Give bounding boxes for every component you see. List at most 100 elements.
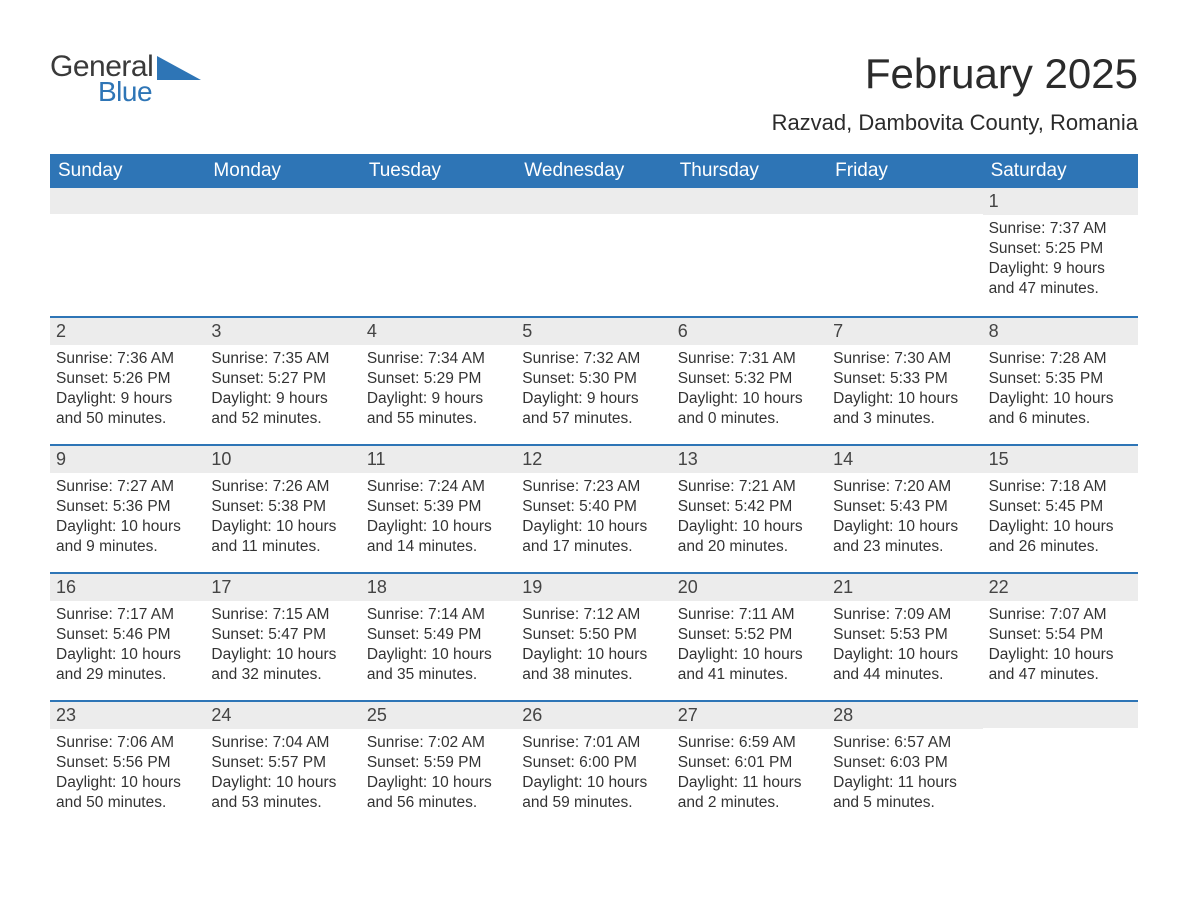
sunset-text: Sunset: 5:42 PM — [678, 497, 821, 517]
day-number: 9 — [50, 446, 205, 473]
sunrise-text: Sunrise: 7:34 AM — [367, 349, 510, 369]
daylight-text: Daylight: 10 hours and 32 minutes. — [211, 645, 354, 685]
sunrise-text: Sunrise: 7:20 AM — [833, 477, 976, 497]
day-number: 20 — [672, 574, 827, 601]
day-cell: 4Sunrise: 7:34 AMSunset: 5:29 PMDaylight… — [361, 318, 516, 444]
sunset-text: Sunset: 5:57 PM — [211, 753, 354, 773]
daylight-text: Daylight: 10 hours and 17 minutes. — [522, 517, 665, 557]
day-info: Sunrise: 7:36 AMSunset: 5:26 PMDaylight:… — [56, 349, 199, 430]
sunset-text: Sunset: 5:30 PM — [522, 369, 665, 389]
day-cell: 17Sunrise: 7:15 AMSunset: 5:47 PMDayligh… — [205, 574, 360, 700]
sunrise-text: Sunrise: 6:59 AM — [678, 733, 821, 753]
day-cell: 27 Sunrise: 6:59 AMSunset: 6:01 PMDayligh… — [672, 702, 827, 828]
sunrise-text: Sunrise: 7:35 AM — [211, 349, 354, 369]
daylight-text: Daylight: 10 hours and 0 minutes. — [678, 389, 821, 429]
day-info: Sunrise: 7:30 AMSunset: 5:33 PMDaylight:… — [833, 349, 976, 430]
daylight-text: Daylight: 9 hours and 57 minutes. — [522, 389, 665, 429]
day-cell: 23 Sunrise: 7:06 AMSunset: 5:56 PMDayligh… — [50, 702, 205, 828]
day-info: Sunrise: 7:20 AMSunset: 5:43 PMDaylight:… — [833, 477, 976, 558]
daylight-text: Daylight: 10 hours and 59 minutes. — [522, 773, 665, 813]
daylight-text: Daylight: 10 hours and 23 minutes. — [833, 517, 976, 557]
day-cell — [361, 188, 516, 316]
day-number: 5 — [516, 318, 671, 345]
logo-text-block: General Blue — [50, 50, 153, 108]
day-number: 28 — [827, 702, 982, 729]
sunset-text: Sunset: 6:01 PM — [678, 753, 821, 773]
day-cell: 20 Sunrise: 7:11 AMSunset: 5:52 PMDayligh… — [672, 574, 827, 700]
sunset-text: Sunset: 5:25 PM — [989, 239, 1132, 259]
day-info: Sunrise: 7:34 AMSunset: 5:29 PMDaylight:… — [367, 349, 510, 430]
day-info: Sunrise: 7:27 AMSunset: 5:36 PMDaylight:… — [56, 477, 199, 558]
sunrise-text: Sunrise: 7:32 AM — [522, 349, 665, 369]
daylight-text: Daylight: 10 hours and 41 minutes. — [678, 645, 821, 685]
day-info: Sunrise: 7:35 AMSunset: 5:27 PMDaylight:… — [211, 349, 354, 430]
daylight-text: Daylight: 10 hours and 9 minutes. — [56, 517, 199, 557]
day-info: Sunrise: 6:59 AMSunset: 6:01 PMDaylight:… — [678, 733, 821, 814]
day-cell: 12Sunrise: 7:23 AMSunset: 5:40 PMDayligh… — [516, 446, 671, 572]
day-number: 13 — [672, 446, 827, 473]
day-cell — [672, 188, 827, 316]
sunrise-text: Sunrise: 7:11 AM — [678, 605, 821, 625]
daylight-text: Daylight: 11 hours and 2 minutes. — [678, 773, 821, 813]
day-cell: 24 Sunrise: 7:04 AMSunset: 5:57 PMDayligh… — [205, 702, 360, 828]
daylight-text: Daylight: 10 hours and 3 minutes. — [833, 389, 976, 429]
sunrise-text: Sunrise: 7:07 AM — [989, 605, 1132, 625]
day-info: Sunrise: 7:32 AMSunset: 5:30 PMDaylight:… — [522, 349, 665, 430]
sunset-text: Sunset: 5:29 PM — [367, 369, 510, 389]
weekday-header: Thursday — [672, 154, 827, 188]
day-cell — [983, 702, 1138, 828]
daylight-text: Daylight: 10 hours and 14 minutes. — [367, 517, 510, 557]
logo: General Blue — [50, 50, 201, 108]
day-number: 3 — [205, 318, 360, 345]
day-cell: 11Sunrise: 7:24 AMSunset: 5:39 PMDayligh… — [361, 446, 516, 572]
sunset-text: Sunset: 5:53 PM — [833, 625, 976, 645]
calendar: SundayMondayTuesdayWednesdayThursdayFrid… — [50, 154, 1138, 828]
sunrise-text: Sunrise: 6:57 AM — [833, 733, 976, 753]
day-info: Sunrise: 7:11 AMSunset: 5:52 PMDaylight:… — [678, 605, 821, 686]
sunset-text: Sunset: 5:46 PM — [56, 625, 199, 645]
day-number — [516, 188, 671, 214]
logo-word-blue: Blue — [98, 76, 153, 108]
day-info: Sunrise: 7:24 AMSunset: 5:39 PMDaylight:… — [367, 477, 510, 558]
day-cell: 2Sunrise: 7:36 AMSunset: 5:26 PMDaylight… — [50, 318, 205, 444]
day-info: Sunrise: 7:18 AMSunset: 5:45 PMDaylight:… — [989, 477, 1132, 558]
day-number — [672, 188, 827, 214]
day-number: 12 — [516, 446, 671, 473]
daylight-text: Daylight: 10 hours and 44 minutes. — [833, 645, 976, 685]
day-number: 24 — [205, 702, 360, 729]
day-cell — [50, 188, 205, 316]
week-row: 23 Sunrise: 7:06 AMSunset: 5:56 PMDayligh… — [50, 700, 1138, 828]
day-number: 25 — [361, 702, 516, 729]
day-info: Sunrise: 7:15 AMSunset: 5:47 PMDaylight:… — [211, 605, 354, 686]
day-number: 27 — [672, 702, 827, 729]
day-number: 16 — [50, 574, 205, 601]
day-number: 14 — [827, 446, 982, 473]
day-number: 8 — [983, 318, 1138, 345]
weekday-header: Wednesday — [516, 154, 671, 188]
day-info: Sunrise: 7:09 AMSunset: 5:53 PMDaylight:… — [833, 605, 976, 686]
sunset-text: Sunset: 5:33 PM — [833, 369, 976, 389]
daylight-text: Daylight: 9 hours and 55 minutes. — [367, 389, 510, 429]
day-cell: 8Sunrise: 7:28 AMSunset: 5:35 PMDaylight… — [983, 318, 1138, 444]
daylight-text: Daylight: 10 hours and 47 minutes. — [989, 645, 1132, 685]
daylight-text: Daylight: 10 hours and 20 minutes. — [678, 517, 821, 557]
day-number: 1 — [983, 188, 1138, 215]
sunset-text: Sunset: 5:43 PM — [833, 497, 976, 517]
daylight-text: Daylight: 11 hours and 5 minutes. — [833, 773, 976, 813]
sunset-text: Sunset: 5:38 PM — [211, 497, 354, 517]
week-row: 9 Sunrise: 7:27 AMSunset: 5:36 PMDaylight… — [50, 444, 1138, 572]
sunset-text: Sunset: 5:39 PM — [367, 497, 510, 517]
day-cell: 18Sunrise: 7:14 AMSunset: 5:49 PMDayligh… — [361, 574, 516, 700]
weekday-header: Saturday — [983, 154, 1138, 188]
daylight-text: Daylight: 9 hours and 50 minutes. — [56, 389, 199, 429]
day-number: 7 — [827, 318, 982, 345]
day-info: Sunrise: 7:06 AMSunset: 5:56 PMDaylight:… — [56, 733, 199, 814]
day-number: 23 — [50, 702, 205, 729]
day-number — [50, 188, 205, 214]
day-info: Sunrise: 7:01 AMSunset: 6:00 PMDaylight:… — [522, 733, 665, 814]
day-number — [827, 188, 982, 214]
weekday-header: Friday — [827, 154, 982, 188]
sunset-text: Sunset: 5:47 PM — [211, 625, 354, 645]
sunrise-text: Sunrise: 7:37 AM — [989, 219, 1132, 239]
day-info: Sunrise: 7:04 AMSunset: 5:57 PMDaylight:… — [211, 733, 354, 814]
